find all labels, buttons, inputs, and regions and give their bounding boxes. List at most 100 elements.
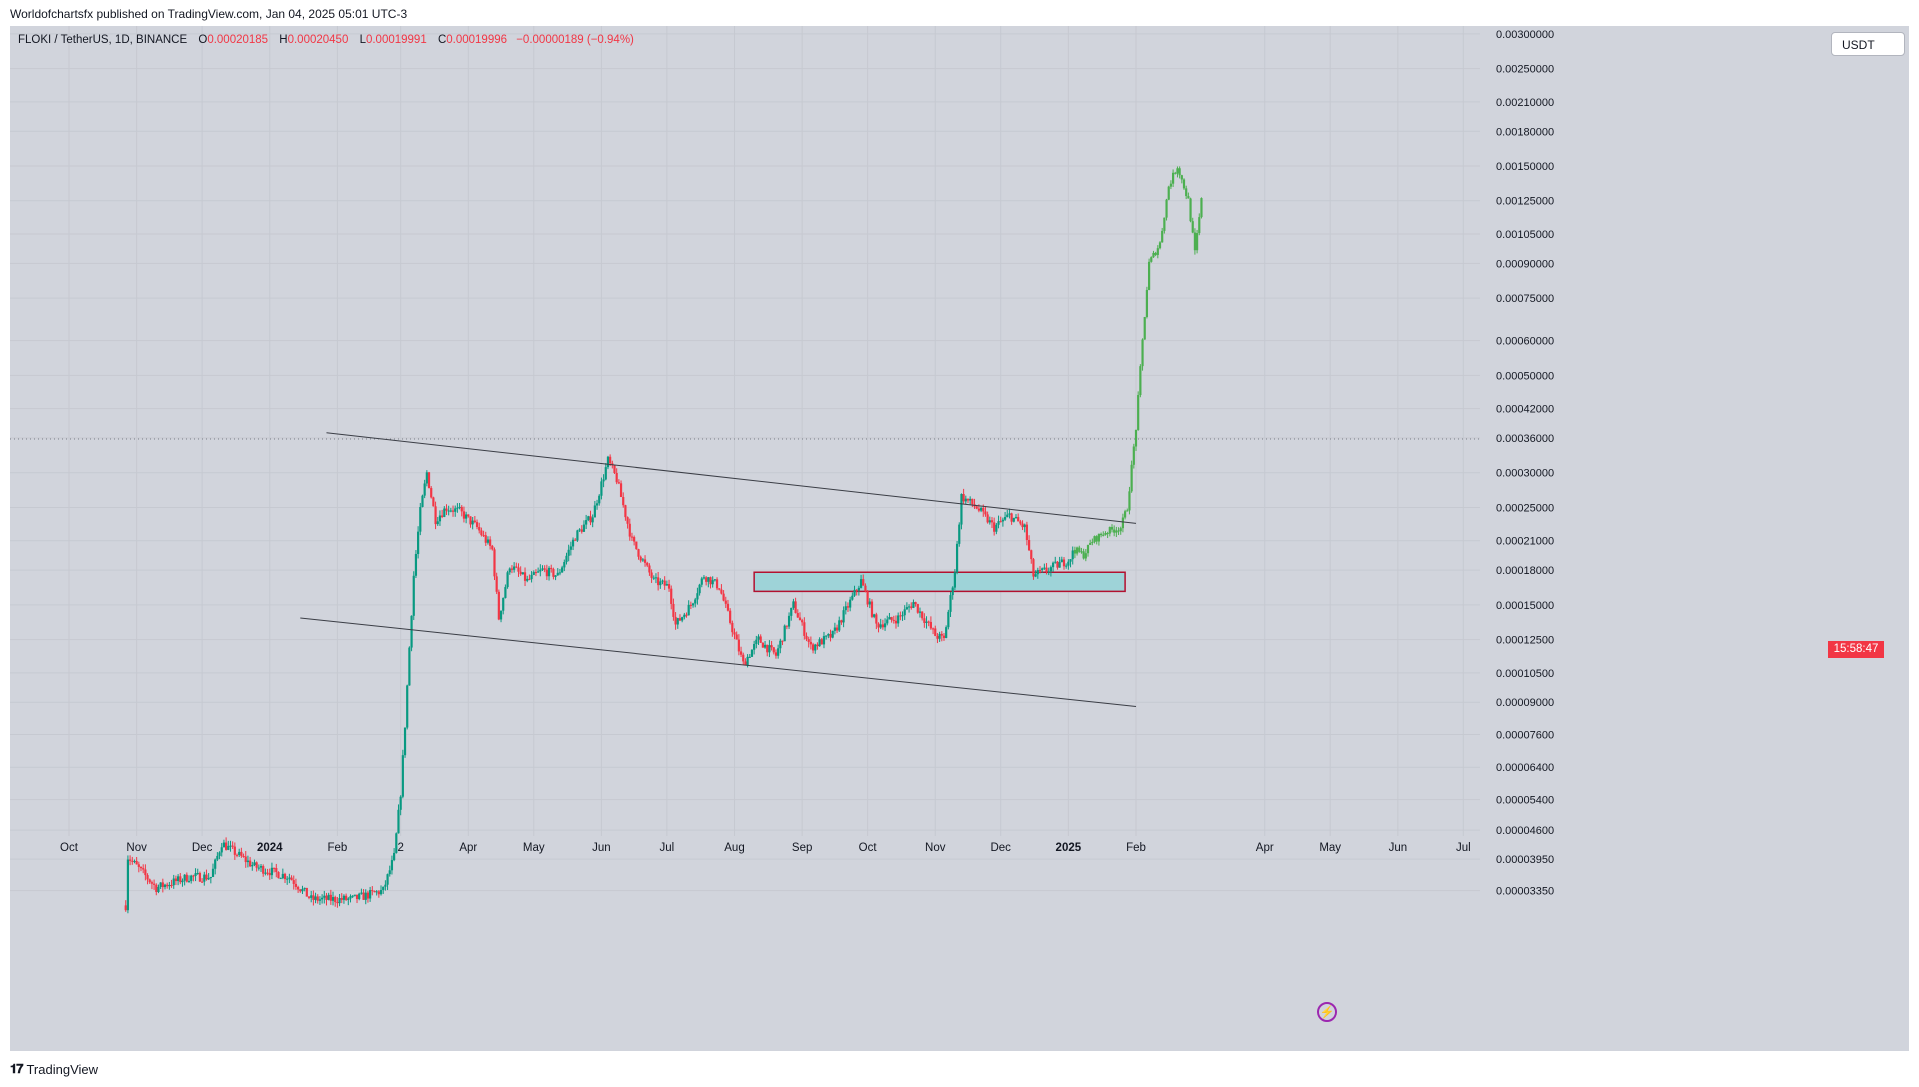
candle-body (194, 873, 197, 876)
grid-lines (10, 26, 1480, 892)
candle-body (595, 503, 599, 506)
candle (903, 605, 906, 620)
candle (916, 603, 919, 614)
projection-candle (1169, 180, 1173, 190)
candle-body (979, 507, 983, 511)
candle-body (310, 895, 313, 898)
candle (201, 878, 204, 883)
candle (377, 890, 380, 898)
candle-body (349, 896, 352, 899)
candle-body (351, 895, 354, 897)
candle (565, 552, 568, 565)
candle-body (469, 516, 472, 525)
projection-candle-body (1089, 542, 1092, 545)
candle-body (663, 580, 666, 586)
candle-body (1049, 567, 1053, 572)
candle-body (482, 535, 485, 537)
candle (334, 895, 337, 907)
candle-body (774, 652, 778, 656)
candle-body (179, 876, 182, 883)
candle-body (550, 567, 553, 570)
candle (421, 494, 424, 508)
candle-body (648, 565, 651, 573)
candle (960, 493, 963, 530)
candle (825, 635, 828, 640)
candle (342, 894, 346, 904)
candle (443, 506, 446, 518)
candle (382, 886, 385, 894)
candle-body (611, 463, 614, 466)
candle-body (779, 640, 782, 649)
candle-body (270, 867, 274, 876)
time-tick-label: Dec (192, 842, 213, 854)
candle-body (859, 579, 863, 588)
candle (831, 630, 834, 639)
projection-candle-body (1099, 533, 1103, 536)
candle-body (864, 585, 867, 592)
candle (997, 515, 1000, 529)
candle (1049, 565, 1053, 577)
projection-candle (1080, 547, 1083, 554)
projection-candle (1200, 197, 1203, 219)
candle-body (563, 562, 566, 568)
candle-body (903, 609, 906, 616)
candle-body (707, 577, 710, 582)
candle-body (753, 644, 756, 650)
candle (286, 876, 289, 885)
candle (205, 869, 208, 881)
projection-candle-body (1178, 168, 1181, 176)
candle-body (275, 868, 278, 873)
price-chart[interactable]: 0.003600000.003000000.002500000.00210000… (10, 26, 1909, 1051)
candle-body (299, 889, 302, 892)
projection-candle-body (1139, 366, 1142, 396)
projection-candle-body (1163, 217, 1166, 231)
candle (1047, 567, 1050, 576)
candle-body (949, 595, 952, 612)
candle (772, 646, 775, 655)
candle (742, 652, 745, 665)
candle-body (811, 644, 815, 651)
candle-body (353, 894, 356, 896)
price-tick-label: 0.00042000 (1496, 404, 1554, 416)
candle-body (659, 581, 662, 586)
candle (907, 604, 911, 613)
brand-footer[interactable]: 𝟏𝟕 TradingView (10, 1061, 98, 1077)
candle (661, 579, 664, 585)
candle-body (1060, 559, 1063, 563)
candle-body (888, 617, 891, 620)
candle-body (242, 855, 245, 857)
candle-body (591, 517, 594, 523)
candle (1043, 563, 1046, 570)
projection-candle-body (1185, 188, 1188, 197)
price-tick-label: 0.00090000 (1496, 258, 1554, 270)
candle-body (547, 567, 551, 577)
candle-body (124, 905, 127, 911)
candle-body (253, 862, 256, 866)
candle (526, 575, 529, 583)
candle (667, 579, 671, 592)
time-axis: epOctNovDec2024Feb2AprMayJunJulAugSepOct… (60, 842, 1471, 854)
candle (676, 617, 679, 629)
lightning-icon[interactable]: ⚡ (1317, 1002, 1337, 1022)
price-tick-label: 0.00015000 (1496, 600, 1554, 612)
candle-body (674, 616, 677, 625)
candle-body (1034, 574, 1037, 577)
candle (268, 868, 271, 880)
candle-body (748, 656, 751, 658)
projection-candle-body (1200, 198, 1203, 218)
candle-body (907, 606, 911, 608)
time-tick-label: Nov (126, 842, 147, 854)
candle-body (925, 621, 928, 623)
low-value: 0.00019991 (365, 34, 427, 46)
candle-body (159, 882, 162, 887)
price-tick-label: 0.00010500 (1496, 668, 1554, 680)
candle (600, 477, 603, 500)
candle-body (849, 599, 852, 608)
currency-button[interactable]: USDT (1831, 32, 1905, 56)
candle (940, 631, 943, 642)
candle-body (619, 483, 623, 497)
symbol-label[interactable]: FLOKI / TetherUS, 1D, BINANCE (18, 34, 188, 46)
candle-body (731, 622, 734, 633)
candle-body (705, 577, 708, 582)
candle (521, 572, 524, 575)
